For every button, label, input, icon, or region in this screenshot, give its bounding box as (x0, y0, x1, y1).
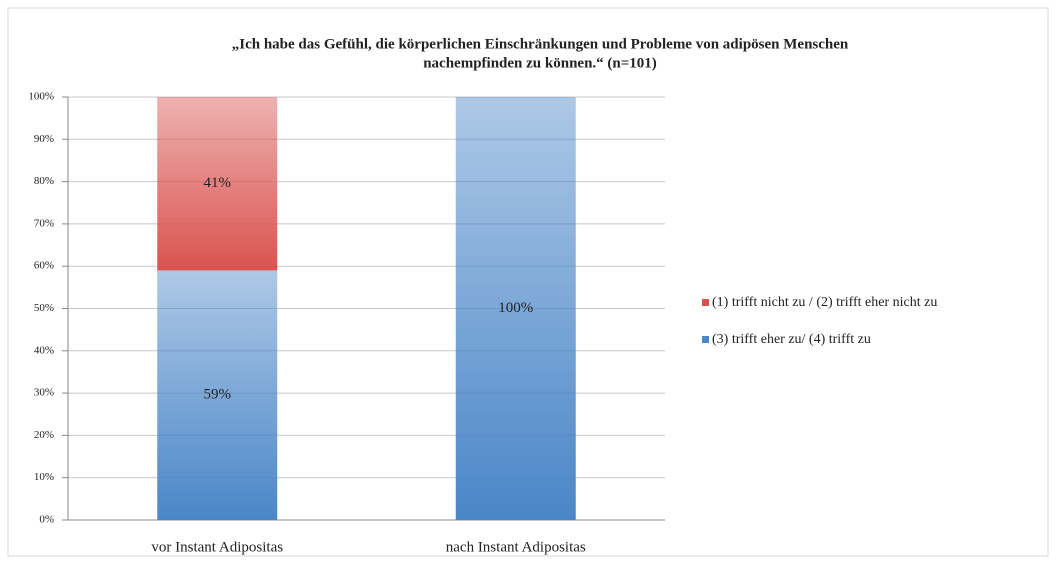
bar-segment (157, 97, 278, 271)
y-tick-label: 70% (34, 217, 54, 229)
bar-segment (455, 97, 576, 520)
data-label: 59% (204, 387, 232, 403)
y-tick-label: 10% (34, 471, 54, 483)
y-tick-label: 20% (34, 429, 54, 441)
data-label: 100% (498, 300, 533, 316)
data-label: 41% (204, 175, 232, 191)
x-tick-label: nach Instant Adipositas (446, 539, 586, 555)
legend-swatch (702, 336, 709, 343)
y-tick-label: 30% (34, 387, 54, 399)
legend-swatch (702, 299, 709, 306)
chart-title: „Ich habe das Gefühl, die körperlichen E… (232, 36, 849, 52)
y-tick-label: 90% (34, 133, 54, 145)
legend-label: (1) trifft nicht zu / (2) trifft eher ni… (712, 295, 937, 310)
y-tick-label: 0% (39, 514, 54, 526)
chart-subtitle: nachempfinden zu können.“ (n=101) (423, 55, 657, 71)
legend-label: (3) trifft eher zu/ (4) trifft zu (712, 332, 871, 347)
y-tick-label: 60% (34, 260, 54, 272)
y-tick-label: 100% (28, 91, 54, 103)
bar-segment (157, 270, 278, 520)
y-tick-label: 80% (34, 175, 54, 187)
y-tick-label: 40% (34, 344, 54, 356)
y-tick-label: 50% (34, 302, 54, 314)
x-tick-label: vor Instant Adipositas (151, 539, 283, 555)
